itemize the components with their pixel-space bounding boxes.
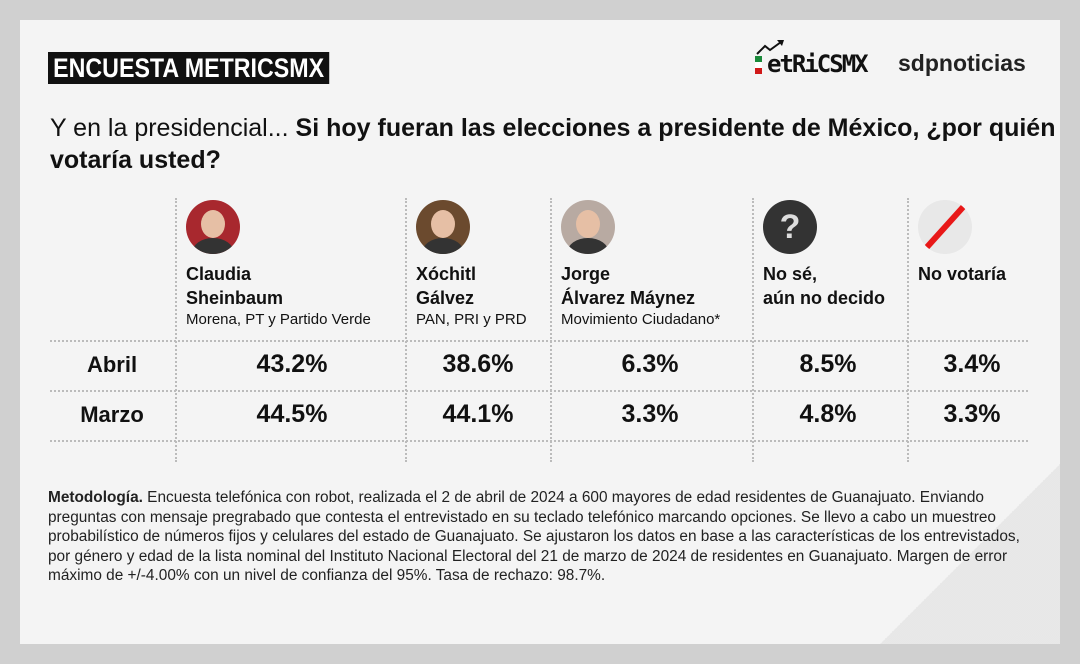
candidate-photo	[416, 200, 470, 254]
value-cell: 44.5%	[256, 400, 328, 428]
question-title: Y en la presidencial... Si hoy fueran la…	[50, 112, 1060, 176]
candidate-name: No votaría	[918, 264, 1007, 284]
candidate-name: Claudia Sheinbaum	[186, 264, 284, 308]
candidate-name: Xóchitl Gálvez	[416, 264, 477, 308]
candidate-column: Xóchitl Gálvez PAN, PRI y PRD	[416, 200, 527, 330]
question-bold: Si hoy fueran las elecciones a president…	[50, 114, 1056, 174]
value-cell: 38.6%	[442, 350, 514, 378]
candidate-column: No votaría	[918, 200, 1006, 286]
candidate-photo	[186, 200, 240, 254]
value-cell: 4.8%	[799, 400, 857, 428]
row-divider	[50, 340, 1028, 342]
sdpnoticias-logo: sdpnoticias	[898, 50, 1026, 76]
mexico-flag-icon	[755, 56, 762, 74]
methodology-text: Encuesta telefónica con robot, realizada…	[48, 489, 1020, 585]
column-divider	[907, 198, 909, 462]
methodology-label: Metodología.	[48, 489, 143, 506]
candidate-party: Movimiento Ciudadano*	[561, 311, 721, 328]
infographic-card: ENCUESTA METRICSMX etRiCSMX sdpnoticias …	[20, 20, 1060, 644]
methodology: Metodología. Encuesta telefónica con rob…	[48, 488, 1038, 586]
value-cell: 3.3%	[943, 400, 1001, 428]
candidate-name: Jorge Álvarez Máynez	[561, 264, 696, 308]
row-divider	[50, 440, 1028, 442]
candidate-column: ? No sé, aún no decido	[763, 200, 885, 310]
candidate-column: Claudia Sheinbaum Morena, PT y Partido Ve…	[186, 200, 371, 330]
candidate-name: No sé, aún no decido	[763, 264, 886, 308]
row-divider	[50, 390, 1028, 392]
candidate-photo	[561, 200, 615, 254]
trend-arrow-icon	[756, 40, 784, 55]
question-lead: Y en la presidencial...	[50, 114, 296, 142]
row-label: Marzo	[80, 402, 144, 427]
column-divider	[175, 198, 177, 462]
column-divider	[405, 198, 407, 462]
metricsmx-logo-text: etRiCSMX	[767, 50, 869, 78]
candidate-column: Jorge Álvarez Máynez Movimiento Ciudadano…	[561, 200, 720, 330]
value-cell: 6.3%	[621, 350, 679, 378]
background-shine	[820, 424, 1060, 644]
candidate-party: PAN, PRI y PRD	[416, 311, 527, 328]
survey-badge: ENCUESTA METRICSMX	[48, 52, 330, 84]
value-cell: 3.4%	[943, 350, 1001, 378]
value-cell: 44.1%	[442, 400, 514, 428]
question-icon: ?	[763, 200, 817, 254]
column-divider	[752, 198, 754, 462]
value-cell: 43.2%	[256, 350, 328, 378]
slash-icon	[918, 200, 972, 254]
value-cell: 8.5%	[799, 350, 857, 378]
column-divider	[550, 198, 552, 462]
candidate-party: Morena, PT y Partido Verde	[186, 311, 371, 328]
value-cell: 3.3%	[621, 400, 679, 428]
row-label: Abril	[86, 352, 138, 377]
